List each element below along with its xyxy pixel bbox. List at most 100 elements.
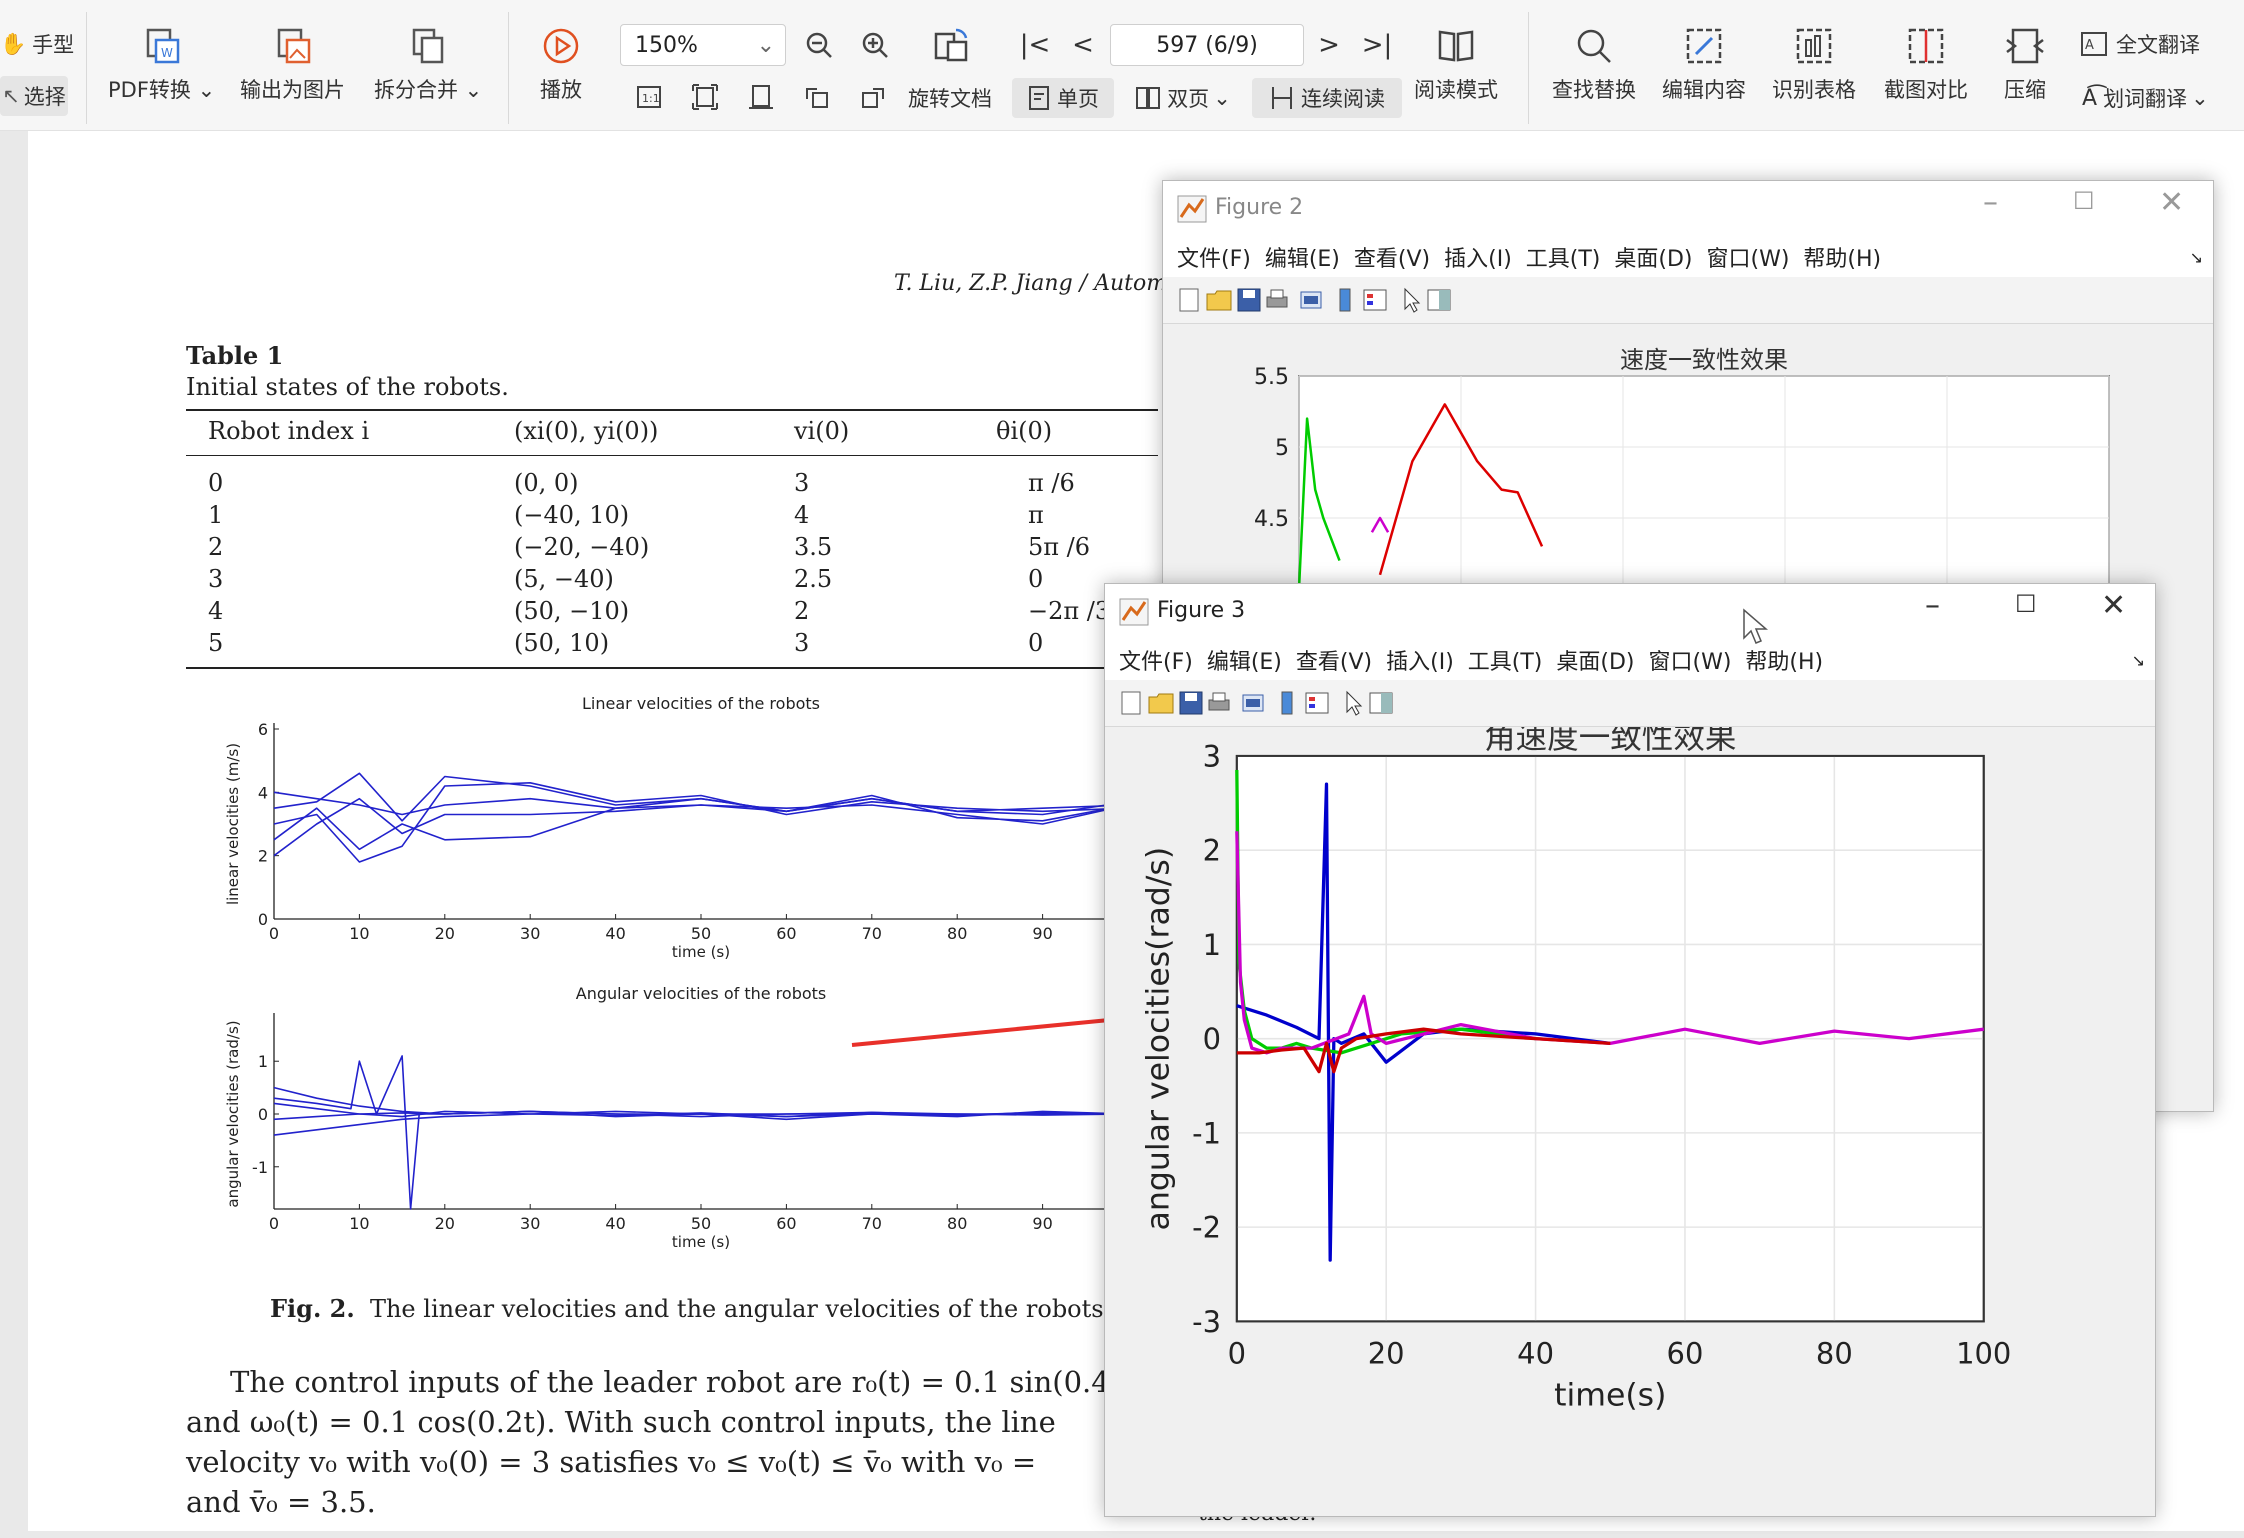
menu-item[interactable]: 工具(T) xyxy=(1467,650,1543,675)
print-preview-icon[interactable] xyxy=(1297,286,1325,314)
property-editor-icon[interactable] xyxy=(1367,689,1395,717)
export-image-button[interactable]: 输出为图片 xyxy=(240,26,345,104)
find-replace-button[interactable]: 查找替换 xyxy=(1552,26,1636,104)
table-recognize-icon xyxy=(1796,28,1832,64)
table-cell: π /6 xyxy=(1028,469,1075,497)
figure3-maximize-button[interactable]: ☐ xyxy=(2015,590,2037,618)
property-editor-icon[interactable] xyxy=(1425,286,1453,314)
pointer-icon[interactable] xyxy=(1339,689,1367,717)
menu-item[interactable]: 窗口(W) xyxy=(1706,247,1790,272)
first-page-button[interactable]: |< xyxy=(1020,26,1051,64)
table-cell: 3.5 xyxy=(794,533,833,561)
fit-page-button[interactable] xyxy=(688,80,722,114)
menu-item[interactable]: 文件(F) xyxy=(1177,247,1251,272)
figure2-titlebar[interactable]: Figure 2 – ☐ ✕ xyxy=(1163,181,2213,237)
colorbar-icon[interactable] xyxy=(1273,689,1301,717)
save-icon[interactable] xyxy=(1177,689,1205,717)
table-cell: 3 xyxy=(794,629,810,657)
translate-icon: A xyxy=(2081,32,2107,56)
rotate-document-button[interactable]: 旋转文档 xyxy=(908,87,992,111)
table-cell: π xyxy=(1028,501,1044,529)
screenshot-compare-button[interactable]: 截图对比 xyxy=(1884,26,1968,104)
y-tick-label: -1 xyxy=(252,1158,268,1177)
chart-title: 速度一致性效果 xyxy=(1620,346,1788,374)
legend-icon[interactable] xyxy=(1361,286,1389,314)
next-page-button[interactable]: > xyxy=(1314,26,1344,64)
figure3-minimize-button[interactable]: – xyxy=(1925,588,1940,623)
figure3-menubar: 文件(F) 编辑(E) 查看(V) 插入(I) 工具(T) 桌面(D) 窗口(W) 帮助(H)… xyxy=(1105,640,2155,680)
page-number-input[interactable]: 597 (6/9) xyxy=(1110,24,1304,66)
fit-width-button[interactable] xyxy=(744,80,778,114)
menu-item[interactable]: 帮助(H) xyxy=(1745,650,1824,675)
new-file-icon[interactable] xyxy=(1175,286,1203,314)
y-tick-label: 0 xyxy=(258,910,268,929)
figure3-close-button[interactable]: ✕ xyxy=(2101,588,2127,623)
menu-item[interactable]: 窗口(W) xyxy=(1648,650,1732,675)
double-page-button[interactable]: 双页 ⌄ xyxy=(1128,78,1238,118)
dock-arrow-icon[interactable]: ↘ xyxy=(2189,247,2203,267)
pdf-convert-icon: W xyxy=(146,28,179,64)
rotate-left-button[interactable] xyxy=(800,80,834,114)
menu-item[interactable]: 编辑(E) xyxy=(1264,247,1340,272)
continuous-read-button[interactable]: 连续阅读 xyxy=(1252,78,1402,118)
word-translate-button[interactable]: A͡ 划词翻译 ⌄ xyxy=(2082,85,2209,112)
print-icon[interactable] xyxy=(1205,689,1233,717)
compress-button[interactable]: 压缩 xyxy=(2004,26,2046,104)
rotate-right-button[interactable] xyxy=(856,80,890,114)
rotate-right-icon xyxy=(862,88,884,108)
figure2-maximize-button[interactable]: ☐ xyxy=(2073,187,2095,215)
x-tick-label: 0 xyxy=(269,1214,279,1233)
menu-item[interactable]: 文件(F) xyxy=(1119,650,1193,675)
menu-item[interactable]: 插入(I) xyxy=(1444,247,1512,272)
edit-content-button[interactable]: 编辑内容 xyxy=(1662,26,1746,104)
pointer-icon[interactable] xyxy=(1397,286,1425,314)
rotate-document-icon-button[interactable] xyxy=(930,24,972,66)
table-header-velocity: vi(0) xyxy=(794,417,850,445)
new-file-icon[interactable] xyxy=(1117,689,1145,717)
series-line-4 xyxy=(273,1102,1129,1118)
select-tool-button[interactable]: ↖ 选择 xyxy=(0,76,68,116)
prev-page-button[interactable]: < xyxy=(1068,26,1098,64)
legend-icon[interactable] xyxy=(1303,689,1331,717)
menu-item[interactable]: 帮助(H) xyxy=(1803,247,1882,272)
read-mode-button[interactable]: 阅读模式 xyxy=(1414,26,1498,104)
menu-item[interactable]: 桌面(D) xyxy=(1614,247,1693,272)
figure3-titlebar[interactable]: Figure 3 – ☐ ✕ xyxy=(1105,584,2155,640)
figure2-close-button[interactable]: ✕ xyxy=(2159,185,2185,220)
split-merge-button[interactable]: 拆分合并 ⌄ xyxy=(374,26,482,104)
save-icon[interactable] xyxy=(1235,286,1263,314)
hand-tool-button[interactable]: ✋ 手型 xyxy=(0,31,75,58)
menu-item[interactable]: 桌面(D) xyxy=(1556,650,1635,675)
single-page-button[interactable]: 单页 xyxy=(1012,78,1114,118)
series-line-2 xyxy=(1370,516,1390,533)
play-button[interactable]: 播放 xyxy=(540,26,582,104)
recognize-table-button[interactable]: 识别表格 xyxy=(1772,26,1856,104)
menu-item[interactable]: 工具(T) xyxy=(1525,247,1601,272)
figure2-minimize-button[interactable]: – xyxy=(1983,185,1998,220)
last-page-button[interactable]: >| xyxy=(1362,26,1393,64)
series-line-0 xyxy=(273,1086,1129,1121)
full-translate-button[interactable]: A 全文翻译 xyxy=(2080,26,2200,62)
continuous-read-icon xyxy=(1272,87,1292,109)
pdf-convert-button[interactable]: W PDF转换 ⌄ xyxy=(108,26,215,104)
zoom-out-button[interactable] xyxy=(800,26,838,64)
menu-item[interactable]: 查看(V) xyxy=(1353,247,1431,272)
zoom-in-button[interactable] xyxy=(856,26,894,64)
x-axis-label: time(s) xyxy=(1554,1378,1666,1414)
menu-item[interactable]: 编辑(E) xyxy=(1206,650,1282,675)
menu-item[interactable]: 查看(V) xyxy=(1295,650,1373,675)
figure3-window[interactable]: Figure 3 – ☐ ✕ 文件(F) 编辑(E) 查看(V) 插入(I) 工具(T)… xyxy=(1104,583,2156,1517)
print-icon[interactable] xyxy=(1263,286,1291,314)
open-folder-icon[interactable] xyxy=(1147,689,1175,717)
open-folder-icon[interactable] xyxy=(1205,286,1233,314)
table-cell: 3 xyxy=(794,469,810,497)
colorbar-icon[interactable] xyxy=(1331,286,1359,314)
dock-arrow-icon[interactable]: ↘ xyxy=(2131,650,2145,670)
series-line-1 xyxy=(1378,403,1544,576)
x-tick-label: 10 xyxy=(349,1214,369,1233)
print-preview-icon[interactable] xyxy=(1239,689,1267,717)
menu-item[interactable]: 插入(I) xyxy=(1386,650,1454,675)
actual-size-button[interactable]: 1:1 xyxy=(632,80,666,114)
zoom-select[interactable]: 150% ⌄ xyxy=(620,24,786,66)
